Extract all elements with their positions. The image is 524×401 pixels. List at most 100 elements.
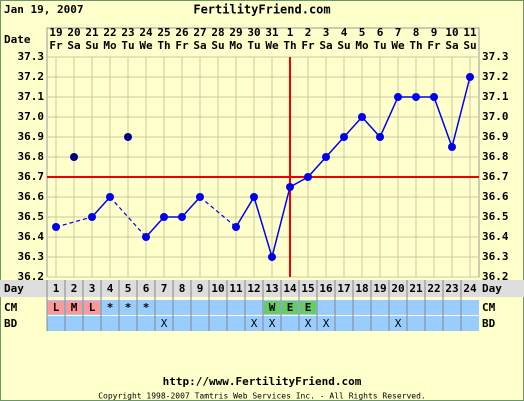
day-label: 5 <box>125 282 132 295</box>
header-site: FertilityFriend.com <box>193 3 330 17</box>
day-label: 12 <box>247 282 260 295</box>
day-label: 21 <box>409 282 423 295</box>
temp-point <box>268 253 276 261</box>
row-label: Day <box>482 282 502 295</box>
date-label: 5 <box>359 26 366 39</box>
day-label: 10 <box>211 282 224 295</box>
day-row <box>0 280 524 297</box>
temp-point <box>160 213 168 221</box>
day-label: 13 <box>265 282 278 295</box>
y-tick-label: 36.5 <box>482 210 509 223</box>
cm-cell <box>282 301 298 314</box>
weekday-label: Th <box>409 39 422 52</box>
day-label: 22 <box>427 282 440 295</box>
weekday-label: Su <box>337 39 350 52</box>
temp-point <box>412 93 420 101</box>
y-tick-label: 37.0 <box>482 110 509 123</box>
cm-label: E <box>305 301 312 314</box>
day-label: 3 <box>89 282 96 295</box>
weekday-label: Tu <box>373 39 386 52</box>
temp-bridge <box>199 196 237 228</box>
y-tick-label: 37.3 <box>482 50 509 63</box>
temp-point <box>286 183 294 191</box>
day-label: 17 <box>337 282 350 295</box>
date-label: 24 <box>139 26 153 39</box>
temp-point <box>52 223 60 231</box>
temp-point <box>142 233 150 241</box>
temp-point <box>340 133 348 141</box>
date-label: 6 <box>377 26 384 39</box>
temp-point <box>430 93 438 101</box>
weekday-label: Fr <box>49 39 63 52</box>
weekday-label: Tu <box>121 39 134 52</box>
date-label: 21 <box>85 26 99 39</box>
bd-label: X <box>251 317 258 330</box>
y-tick-label: 36.3 <box>482 250 509 263</box>
weekday-label: Su <box>85 39 98 52</box>
day-label: 18 <box>355 282 368 295</box>
date-label: 8 <box>413 26 420 39</box>
y-tick-label: 36.8 <box>482 150 509 163</box>
date-label: 3 <box>323 26 330 39</box>
bd-label: X <box>161 317 168 330</box>
day-label: 4 <box>107 282 114 295</box>
y-tick-label: 36.4 <box>18 230 45 243</box>
temp-line <box>145 196 201 238</box>
cm-label: * <box>107 301 114 314</box>
y-tick-label: 36.6 <box>18 190 45 203</box>
cm-label: L <box>53 301 60 314</box>
date-label: 25 <box>157 26 170 39</box>
day-label: 2 <box>71 282 78 295</box>
weekday-label: Tu <box>247 39 260 52</box>
temp-point <box>448 143 456 151</box>
y-tick-label: 36.3 <box>18 250 45 263</box>
row-label: CM <box>482 301 496 314</box>
temp-point <box>70 153 78 161</box>
temp-point <box>304 173 312 181</box>
date-label: 10 <box>445 26 458 39</box>
weekday-label: Su <box>211 39 224 52</box>
weekday-label: Mo <box>229 39 243 52</box>
y-tick-label: 36.9 <box>482 130 509 143</box>
day-label: 1 <box>53 282 60 295</box>
date-label: 4 <box>341 26 348 39</box>
y-tick-label: 37.1 <box>482 90 509 103</box>
y-tick-label: 36.5 <box>18 210 45 223</box>
weekday-label: Mo <box>103 39 117 52</box>
temp-bridge <box>109 196 147 238</box>
y-tick-label: 36.7 <box>482 170 509 183</box>
y-tick-label: 37.1 <box>18 90 45 103</box>
weekday-label: We <box>391 39 405 52</box>
day-label: 14 <box>283 282 297 295</box>
row-label: BD <box>482 317 496 330</box>
y-tick-label: 36.9 <box>18 130 45 143</box>
day-label: 24 <box>463 282 477 295</box>
day-label: 23 <box>445 282 458 295</box>
date-label: 30 <box>247 26 260 39</box>
row-label: CM <box>4 301 18 314</box>
weekday-label: Fr <box>427 39 441 52</box>
row-label: Date <box>4 33 31 46</box>
plot-area <box>46 27 480 278</box>
cm-label: * <box>125 301 132 314</box>
date-label: 27 <box>193 26 206 39</box>
date-label: 28 <box>211 26 224 39</box>
footer-url: http://www.FertilityFriend.com <box>163 375 362 388</box>
y-tick-label: 36.7 <box>18 170 45 183</box>
row-label: Day <box>4 282 24 295</box>
y-tick-label: 36.6 <box>482 190 509 203</box>
day-label: 8 <box>179 282 186 295</box>
day-label: 7 <box>161 282 168 295</box>
weekday-label: Fr <box>301 39 315 52</box>
cm-label: L <box>89 301 96 314</box>
weekday-label: We <box>139 39 153 52</box>
y-tick-label: 37.3 <box>18 50 45 63</box>
cm-cell <box>66 301 82 314</box>
day-label: 6 <box>143 282 150 295</box>
bd-label: X <box>305 317 312 330</box>
weekday-label: Sa <box>67 39 80 52</box>
temp-bridge <box>55 216 93 228</box>
weekday-label: Sa <box>193 39 206 52</box>
temp-point <box>232 223 240 231</box>
y-tick-label: 37.2 <box>18 70 45 83</box>
